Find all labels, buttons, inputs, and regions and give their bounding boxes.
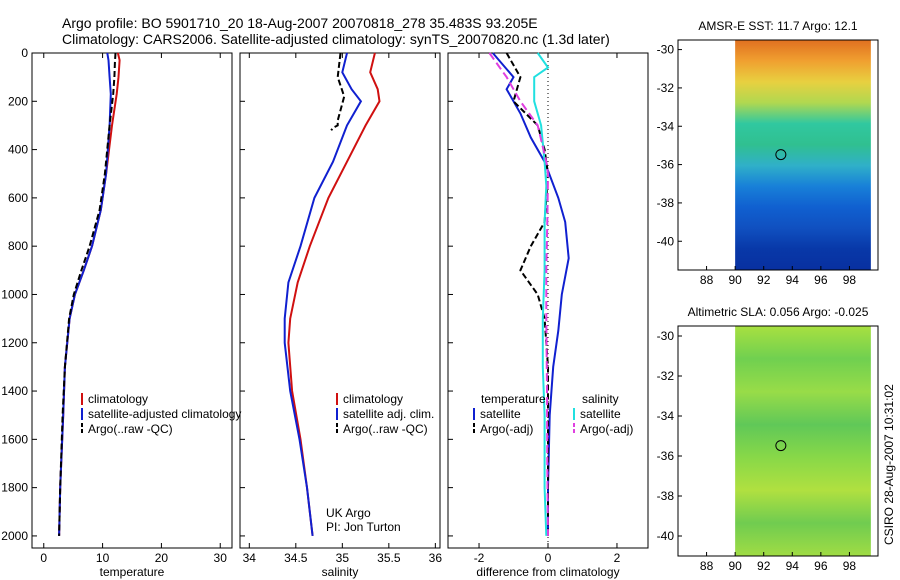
institution-label: UK Argo [326, 506, 371, 520]
map1-ytick-label: -36 [657, 158, 675, 172]
panel1-ytick-label: 400 [8, 143, 28, 157]
map1-frame [677, 39, 879, 271]
panel1-xlabel: temperature [100, 565, 165, 579]
panel1-legend-label: climatology [88, 392, 148, 406]
map2-ytick-label: -34 [657, 409, 675, 423]
panel1-ytick-label: 2000 [1, 529, 28, 543]
panel1-xtick-label: 10 [96, 551, 110, 565]
panel1-xtick-label: 30 [214, 551, 228, 565]
panel3-series-line [533, 52, 550, 536]
map1-argo-marker [775, 149, 787, 161]
panel2-frame [239, 52, 441, 549]
map2-argo-marker [775, 440, 787, 452]
map2-xtick-label: 88 [700, 559, 714, 573]
title-line-1: Argo profile: BO 5901710_20 18-Aug-2007 … [62, 15, 538, 31]
map1-xtick-label: 92 [757, 273, 771, 287]
map1-field [735, 40, 871, 270]
map2-title: Altimetric SLA: 0.056 Argo: -0.025 [688, 305, 869, 319]
panel2-series-line [283, 52, 363, 537]
panel1-ytick-label: 1400 [1, 384, 28, 398]
map2-ytick-label: -30 [657, 329, 675, 343]
map1-xtick-label: 98 [843, 273, 857, 287]
panel2-series-line [287, 52, 381, 537]
panel1-series-line [58, 52, 112, 536]
panel3-legend-label: Argo(-adj) [480, 422, 533, 436]
panel1-legend-label: satellite-adjusted climatology [88, 407, 241, 421]
panel1-ytick-label: 1000 [1, 287, 28, 301]
panel2-xtick-label: 36 [429, 551, 443, 565]
panel2-xtick-label: 34 [243, 551, 257, 565]
pi-label: PI: Jon Turton [326, 520, 401, 534]
map1-title: AMSR-E SST: 11.7 Argo: 12.1 [698, 19, 858, 33]
panel3-legend-label: Argo(-adj) [580, 422, 633, 436]
panel2-series-line [330, 52, 346, 131]
panel1-ytick-label: 1600 [1, 432, 28, 446]
panel2-xtick-label: 35.5 [377, 551, 401, 565]
panel3-xtick-label: -2 [474, 551, 485, 565]
map2-ytick-label: -38 [657, 489, 675, 503]
panel1-ytick-label: 1800 [1, 481, 28, 495]
map2-field [735, 326, 871, 556]
panel1-ytick-label: 1200 [1, 336, 28, 350]
panel3-series-line [492, 52, 570, 536]
panel3-legend-label: satellite [580, 407, 621, 421]
panel2-xlabel: salinity [322, 565, 359, 579]
panel2-legend-label: Argo(..raw -QC) [343, 422, 428, 436]
panel1-xtick-label: 0 [40, 551, 47, 565]
panel3-xlabel: difference from climatology [476, 565, 619, 579]
panel3-xtick-label: 0 [545, 551, 552, 565]
map2-frame [677, 325, 879, 557]
map2-xtick-label: 92 [757, 559, 771, 573]
map1-ytick-label: -32 [657, 81, 675, 95]
panel1-frame [31, 52, 233, 549]
panel2-legend-label: satellite adj. clim. [343, 407, 434, 421]
panel3-legend-label: satellite [480, 407, 521, 421]
panel2-xtick-label: 34.5 [284, 551, 308, 565]
title-line-2: Climatology: CARS2006. Satellite-adjuste… [62, 31, 610, 47]
map1-xtick-label: 94 [786, 273, 800, 287]
map1-ytick-label: -40 [657, 234, 675, 248]
panel1-ytick-label: 800 [8, 239, 28, 253]
panel3-series-line [488, 52, 550, 536]
map2-xtick-label: 96 [814, 559, 828, 573]
panel1-ytick-label: 0 [21, 46, 28, 60]
credit-label: CSIRO 28-Aug-2007 10:31:02 [882, 384, 896, 545]
panel3-xtick-label: 2 [614, 551, 621, 565]
map1-xtick-label: 88 [700, 273, 714, 287]
map2-xtick-label: 94 [786, 559, 800, 573]
map1-xtick-label: 96 [814, 273, 828, 287]
map1-ytick-label: -30 [657, 43, 675, 57]
map2-ytick-label: -32 [657, 369, 675, 383]
panel1-series-line [58, 52, 117, 536]
panel2-xtick-label: 35 [336, 551, 350, 565]
map2-xtick-label: 98 [843, 559, 857, 573]
panel1-ytick-label: 200 [8, 94, 28, 108]
panel1-ytick-label: 600 [8, 191, 28, 205]
map2-ytick-label: -40 [657, 529, 675, 543]
panel2-legend-label: climatology [343, 392, 403, 406]
panel3-legend-group-temperature: temperature [481, 392, 546, 406]
panel1-xtick-label: 20 [155, 551, 169, 565]
map2-xtick-label: 90 [728, 559, 742, 573]
map1-ytick-label: -34 [657, 119, 675, 133]
panel3-legend-group-salinity: salinity [582, 392, 619, 406]
panel1-legend-label: Argo(..raw -QC) [88, 422, 173, 436]
map2-ytick-label: -36 [657, 449, 675, 463]
panel3-series-line [505, 52, 550, 536]
map1-ytick-label: -38 [657, 196, 675, 210]
map1-xtick-label: 90 [728, 273, 742, 287]
